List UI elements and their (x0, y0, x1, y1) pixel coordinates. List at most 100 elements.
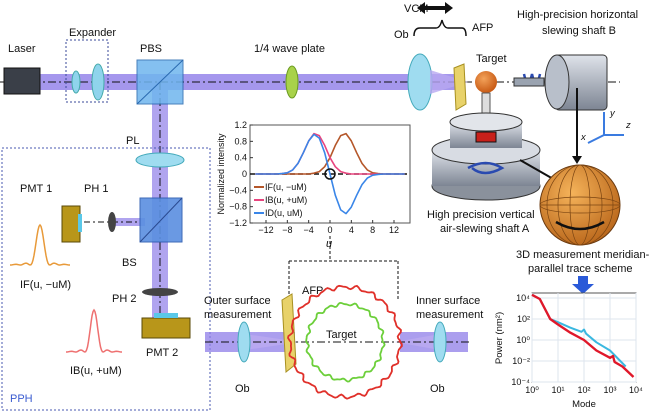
shaft-a-label-2: air-slewing shaft A (440, 223, 530, 235)
y-tick-label: −0.4 (229, 185, 247, 195)
x-tick-label: 10² (577, 385, 590, 395)
x-tick-label: 0 (327, 225, 332, 235)
x-axis-label: u (326, 238, 332, 250)
x-tick-label: 10¹ (551, 385, 564, 395)
pbs-diagonal (136, 59, 184, 105)
y-tick-label: −0.8 (229, 202, 247, 212)
pl-lens (135, 152, 185, 168)
y-tick-label: 10⁻⁴ (511, 377, 530, 387)
pmt2-label: PMT 2 (146, 347, 178, 359)
ib-curve-label: IB(u, +uM) (70, 365, 122, 377)
afp-bottom-label: AFP (302, 285, 323, 297)
if-curve-label: IF(u, −uM) (20, 279, 71, 291)
shaft-b-label-1: High-precision horizontal (517, 9, 638, 21)
pmt1-label: PMT 1 (20, 183, 52, 195)
legend-label-1: IB(u, +uM) (265, 195, 307, 205)
inner-label-2: measurement (416, 309, 483, 321)
x-axis-arrow (587, 134, 605, 144)
wave-plate (285, 65, 299, 99)
inner-label-1: Inner surface (416, 295, 480, 307)
y-tick-label: 10⁻² (512, 356, 530, 366)
ib-psf-curve (66, 308, 122, 353)
shaft-b-face (544, 54, 570, 110)
zoom-connector (288, 236, 399, 300)
y-axis-label: Power (nm²) (494, 312, 505, 364)
y-tick-label: 0 (242, 169, 247, 179)
stage-lock (475, 131, 497, 143)
ph1-pinhole (108, 212, 116, 232)
x-tick-label: −4 (304, 225, 314, 235)
axis-y-label: y (609, 108, 616, 119)
globe-trace-arrow (555, 220, 605, 231)
pmt2-detector (141, 317, 191, 339)
zero-crossing-marker (324, 168, 336, 180)
rotation-arrow (467, 161, 505, 175)
shaft-b-spindle (513, 77, 545, 87)
target-outer-surface (287, 284, 403, 400)
axis-x-label: x (580, 132, 587, 143)
globe-meridians (539, 164, 621, 246)
expander-label: Expander (69, 27, 116, 39)
vcm-brace (413, 19, 467, 37)
x-tick-label: 12 (389, 225, 399, 235)
ob-top-label: Ob (394, 29, 409, 41)
shaft-a-label-1: High precision vertical (427, 209, 535, 221)
series-line-2 (255, 133, 405, 215)
y-tick-label: 1.2 (234, 120, 247, 130)
intensity-chart: −12 −8 −4 0 4 8 12 1.2 0.8 0.4 0 −0.4 −0.8 −1.2Normal… (216, 120, 411, 250)
pmt1-window (78, 214, 82, 232)
if-psf-curve (10, 223, 70, 266)
vcm-arrow (417, 2, 453, 14)
y-tick-label: 0.8 (234, 136, 247, 146)
y-tick-label: 0.4 (234, 153, 247, 163)
expander-lens-1 (71, 70, 81, 94)
axis-z-label: z (625, 120, 631, 131)
power-spectrum-chart: 10⁰ 10¹ 10² 10³ 10⁴ 10⁴ 10² 10⁰ 10⁻² 10⁻⁴ Power (n… (494, 292, 643, 410)
scheme-label-1: 3D measurement meridian- (516, 249, 650, 261)
arrow-down-icon (572, 156, 582, 164)
afp-top-label: AFP (472, 22, 493, 34)
ph1-label: PH 1 (84, 183, 108, 195)
afp-top (453, 63, 467, 111)
arrow-down-icon (572, 276, 594, 294)
focus-cone (430, 70, 468, 94)
outer-label-2: measurement (204, 309, 271, 321)
bs-diagonal (139, 197, 183, 243)
x-axis-label: Mode (572, 399, 596, 410)
outer-label-1: Outer surface (204, 295, 271, 307)
pph-label: PPH (10, 393, 33, 405)
afp-bottom (281, 293, 297, 373)
pmt2-window (154, 313, 178, 318)
ob-right-label: Ob (430, 383, 445, 395)
objective-lens-top (407, 53, 433, 111)
ph2-label: PH 2 (112, 293, 136, 305)
expander-lens-2 (91, 63, 105, 101)
x-tick-label: −8 (282, 225, 292, 235)
ob-left-label: Ob (235, 383, 250, 395)
expander-box (65, 39, 109, 103)
legend-label-0: IF(u, −uM) (265, 182, 307, 192)
x-tick-label: −12 (258, 225, 273, 235)
bs-label: BS (122, 257, 137, 269)
stage-upper-top (449, 112, 523, 132)
shaft-b-label-2: slewing shaft B (542, 25, 616, 37)
x-tick-label: 10³ (603, 385, 616, 395)
y-tick-label: 10² (517, 314, 530, 324)
series-line-1 (531, 293, 635, 378)
wave-plate-label: 1/4 wave plate (254, 43, 325, 55)
laser (3, 67, 41, 95)
y-tick-label: 10⁴ (516, 293, 530, 303)
legend-label-2: ID(u, uM) (265, 208, 303, 218)
target-bottom-label: Target (326, 329, 357, 341)
y-tick-label: −1.2 (229, 218, 247, 228)
pph-box (1, 147, 211, 411)
objective-lens-left (237, 321, 251, 363)
x-tick-label: 8 (370, 225, 375, 235)
y-tick-label: 10⁰ (516, 335, 530, 345)
shaft-a-link (519, 159, 556, 181)
pmt1-detector (61, 205, 81, 243)
target-ball (475, 71, 497, 93)
laser-label: Laser (8, 43, 36, 55)
target-top-label: Target (476, 53, 507, 65)
